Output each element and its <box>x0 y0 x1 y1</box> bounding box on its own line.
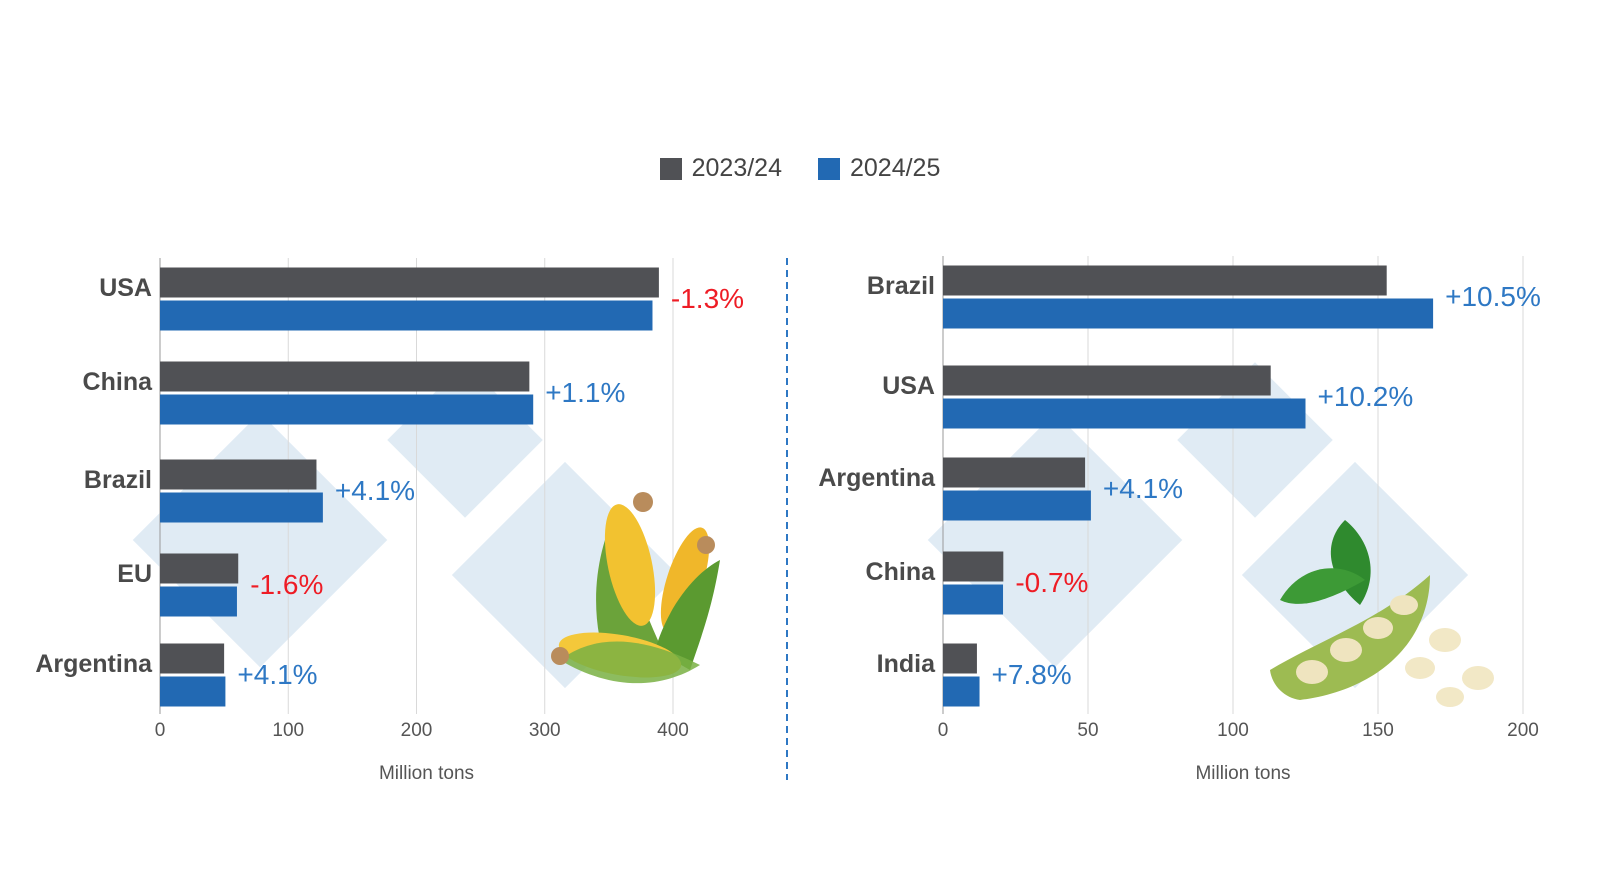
corn-bar-2023-24 <box>160 361 530 392</box>
soy-tick-label: 100 <box>1217 720 1249 741</box>
corn-production-chart: 0 100 200 300 400 Million tons USA -1.3% China +1… <box>35 258 744 784</box>
soy-bar-2024-25 <box>943 298 1434 329</box>
soy-bar-2023-24 <box>943 643 977 674</box>
legend-item-2023-24: 2023/24 <box>659 154 782 183</box>
corn-bar-2024-25 <box>160 492 323 523</box>
soy-tick-label: 50 <box>1077 720 1098 741</box>
corn-change-label: +4.1% <box>237 659 317 690</box>
soy-category-label: China <box>866 558 937 586</box>
corn-bar-2024-25 <box>160 394 534 425</box>
soy-bar-2023-24 <box>943 265 1387 296</box>
soy-change-label: +7.8% <box>992 659 1072 690</box>
soy-category-label: Argentina <box>818 464 936 492</box>
soy-bar-2023-24 <box>943 551 1004 582</box>
soy-bar-2024-25 <box>943 584 1004 615</box>
soy-category-label: Brazil <box>867 272 935 300</box>
corn-icon <box>551 492 720 684</box>
corn-change-label: -1.3% <box>671 283 744 314</box>
corn-change-label: -1.6% <box>250 569 323 600</box>
legend-swatch-2023-24 <box>659 157 682 180</box>
soy-bar-2024-25 <box>943 676 980 707</box>
soybean-production-chart: 0 50 100 150 200 Million tons Brazil +10.5% USA +… <box>818 256 1541 784</box>
soy-tick-label: 0 <box>938 720 949 741</box>
soy-change-label: +10.5% <box>1445 281 1541 312</box>
corn-tick-label: 300 <box>529 720 561 741</box>
soy-tick-label: 200 <box>1507 720 1539 741</box>
corn-bar-2023-24 <box>160 267 659 298</box>
corn-category-label: Brazil <box>84 466 152 494</box>
chart-legend: 2023/24 2024/25 <box>0 154 1600 183</box>
soy-change-label: +4.1% <box>1103 473 1183 504</box>
legend-label-2024-25: 2024/25 <box>850 154 941 182</box>
corn-category-label: Argentina <box>35 650 153 678</box>
soy-change-label: -0.7% <box>1015 567 1088 598</box>
corn-bar-2024-25 <box>160 586 237 617</box>
corn-tick-label: 100 <box>272 720 304 741</box>
corn-category-label: China <box>83 368 154 396</box>
corn-bar-2023-24 <box>160 459 317 490</box>
corn-tick-label: 200 <box>401 720 433 741</box>
corn-bar-2023-24 <box>160 643 225 674</box>
legend-swatch-2024-25 <box>818 157 840 180</box>
soy-category-label: USA <box>882 372 935 400</box>
soy-bar-2024-25 <box>943 490 1091 521</box>
soy-change-label: +10.2% <box>1318 381 1414 412</box>
corn-bar-2023-24 <box>160 553 239 584</box>
corn-category-label: EU <box>117 560 152 588</box>
soy-x-axis-title: Million tons <box>1195 763 1290 784</box>
soy-bar-2023-24 <box>943 457 1086 488</box>
corn-bar-2024-25 <box>160 676 226 707</box>
legend-label-2023-24: 2023/24 <box>691 154 782 182</box>
corn-x-axis-title: Million tons <box>379 763 474 784</box>
soy-bar-2024-25 <box>943 398 1306 429</box>
corn-category-label: USA <box>99 274 152 302</box>
soy-category-label: India <box>877 650 936 678</box>
soybean-icon <box>1270 520 1494 707</box>
corn-bar-2024-25 <box>160 300 653 331</box>
corn-tick-label: 0 <box>155 720 166 741</box>
corn-tick-label: 400 <box>657 720 689 741</box>
corn-change-label: +4.1% <box>335 475 415 506</box>
corn-change-label: +1.1% <box>545 377 625 408</box>
soy-tick-label: 150 <box>1362 720 1394 741</box>
soy-bar-2023-24 <box>943 365 1271 396</box>
legend-item-2024-25: 2024/25 <box>818 154 940 183</box>
